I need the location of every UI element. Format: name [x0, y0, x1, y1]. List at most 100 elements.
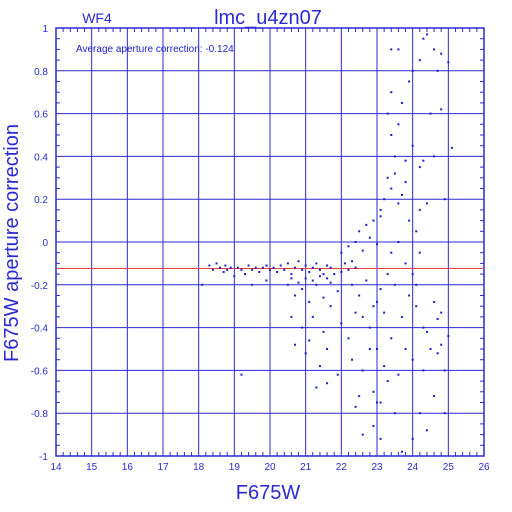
data-point — [358, 395, 361, 398]
data-point — [372, 425, 375, 428]
data-point — [322, 273, 325, 276]
data-point — [265, 279, 268, 282]
data-point — [304, 352, 307, 355]
data-point — [397, 373, 400, 376]
data-point — [236, 266, 239, 269]
data-point — [326, 382, 329, 385]
data-point — [326, 277, 329, 280]
data-point — [433, 395, 436, 398]
data-point — [301, 326, 304, 329]
data-point — [429, 112, 432, 115]
data-point — [286, 262, 289, 265]
data-point — [418, 251, 421, 254]
data-point — [390, 48, 393, 51]
data-point — [393, 155, 396, 158]
data-point — [358, 230, 361, 233]
data-point — [390, 187, 393, 190]
data-point — [290, 273, 293, 276]
y-tick-label: 0.2 — [34, 195, 48, 206]
data-point — [297, 281, 300, 284]
data-point — [379, 401, 382, 404]
data-point — [415, 305, 418, 308]
data-point — [383, 365, 386, 368]
data-point — [336, 373, 339, 376]
x-tick-label: 23 — [371, 462, 383, 473]
data-point — [368, 326, 371, 329]
chip-label: WF4 — [82, 10, 112, 26]
data-point — [436, 69, 439, 72]
data-point — [404, 181, 407, 184]
data-point — [379, 437, 382, 440]
data-point — [351, 358, 354, 361]
data-point — [361, 249, 364, 252]
data-point — [408, 294, 411, 297]
data-point — [397, 48, 400, 51]
data-point — [411, 437, 414, 440]
data-point — [386, 273, 389, 276]
data-point — [340, 270, 343, 273]
data-point — [440, 52, 443, 55]
x-tick-label: 24 — [407, 462, 419, 473]
data-point — [229, 266, 232, 269]
y-tick-label: -0.2 — [31, 281, 49, 292]
data-point — [386, 112, 389, 115]
data-point — [411, 273, 414, 276]
data-point — [397, 123, 400, 126]
data-point — [201, 283, 204, 286]
data-point — [290, 277, 293, 280]
data-point — [376, 401, 378, 404]
data-point — [383, 198, 386, 201]
data-points — [201, 33, 453, 453]
data-point — [422, 326, 425, 329]
data-point — [404, 262, 407, 265]
x-tick-label: 18 — [193, 462, 205, 473]
data-point — [358, 294, 361, 297]
data-point — [315, 283, 318, 286]
data-point — [436, 352, 439, 355]
x-axis-label: F675W — [236, 482, 301, 504]
data-point — [301, 288, 304, 291]
data-point — [372, 219, 375, 222]
data-point — [322, 296, 325, 299]
data-point — [326, 348, 329, 350]
data-point — [283, 268, 286, 271]
y-tick-label: -0.6 — [31, 366, 49, 377]
data-point — [347, 337, 350, 340]
data-point — [390, 91, 393, 94]
data-point — [308, 339, 311, 342]
data-point — [393, 172, 396, 175]
data-point — [311, 315, 314, 318]
y-tick-label: 0.6 — [34, 110, 48, 121]
data-point — [347, 268, 350, 271]
y-axis-label: F675W aperture correction — [1, 124, 23, 362]
data-point — [397, 202, 400, 205]
data-point — [261, 266, 264, 269]
data-point — [440, 311, 443, 314]
data-point — [404, 348, 407, 350]
data-point — [222, 270, 225, 273]
data-point — [240, 373, 243, 376]
x-tick-label: 17 — [157, 462, 169, 473]
data-point — [400, 315, 403, 318]
data-point — [418, 412, 421, 415]
data-point — [397, 241, 400, 243]
data-point — [422, 37, 425, 40]
data-point — [447, 335, 450, 338]
data-point — [372, 305, 375, 308]
data-point — [443, 369, 446, 372]
data-point — [308, 270, 311, 273]
data-point — [240, 268, 243, 271]
data-point — [393, 283, 396, 286]
data-point — [372, 390, 375, 393]
x-tick-label: 15 — [86, 462, 98, 473]
data-point — [333, 273, 336, 276]
data-point — [390, 337, 393, 340]
data-point — [425, 429, 428, 432]
data-point — [408, 80, 411, 83]
data-point — [211, 268, 214, 271]
data-point — [418, 166, 421, 169]
data-point — [422, 159, 425, 162]
data-point — [293, 294, 296, 297]
data-point — [304, 264, 307, 267]
